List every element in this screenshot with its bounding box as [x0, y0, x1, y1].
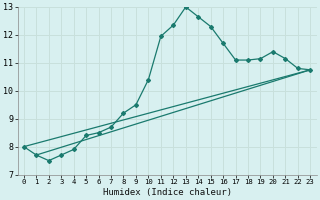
X-axis label: Humidex (Indice chaleur): Humidex (Indice chaleur) [103, 188, 232, 197]
